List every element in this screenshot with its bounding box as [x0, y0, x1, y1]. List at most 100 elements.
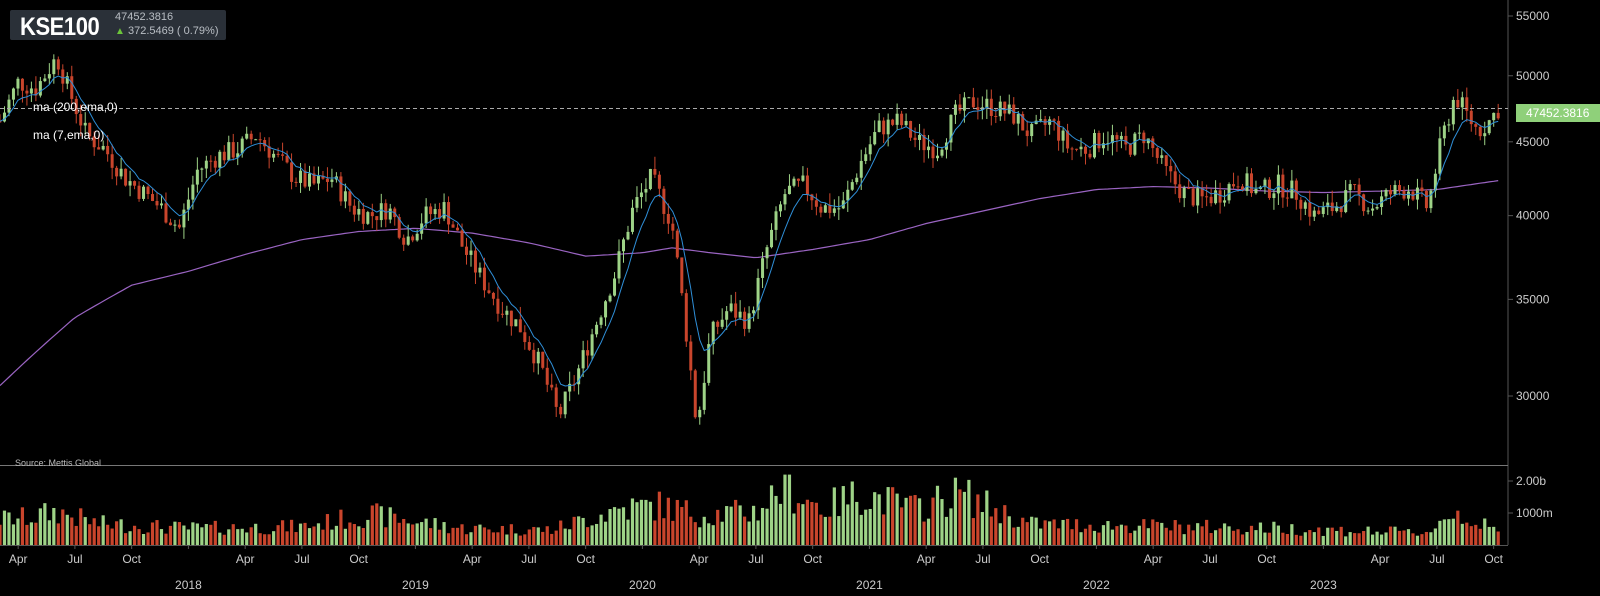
volume-bar — [554, 530, 558, 545]
volume-bar — [437, 529, 442, 545]
volume-bar — [200, 527, 204, 545]
volume-bar — [464, 534, 469, 545]
candle-body — [348, 191, 352, 206]
volume-bar — [671, 520, 675, 545]
volume-bar — [388, 507, 392, 545]
candle-body — [1057, 120, 1061, 141]
volume-bar — [231, 524, 235, 545]
candle-body — [20, 78, 24, 91]
candle-body — [1137, 132, 1141, 134]
volume-bar — [778, 503, 783, 545]
volume-bar — [289, 519, 294, 545]
candle-body — [1097, 132, 1101, 149]
volume-bar — [720, 521, 724, 545]
volume-bar — [657, 491, 661, 545]
volume-bar — [814, 502, 818, 545]
volume-bar — [0, 524, 2, 545]
volume-bar — [747, 521, 751, 545]
volume-bar — [837, 516, 841, 545]
volume-bar — [1285, 534, 1289, 545]
month-tick-label: Oct — [122, 552, 141, 566]
volume-bar — [621, 507, 626, 545]
volume-bar — [1353, 533, 1357, 545]
volume-bar — [1245, 531, 1249, 545]
candle-body — [186, 199, 190, 210]
year-tick-label: 2018 — [175, 578, 202, 592]
volume-bar — [1101, 525, 1106, 545]
candle-body — [796, 178, 800, 181]
volume-bar — [47, 520, 51, 545]
volume-bar — [1375, 531, 1379, 545]
volume-bar — [514, 533, 518, 545]
volume-bar — [594, 523, 599, 545]
candle-body — [155, 201, 159, 206]
candle-body — [1299, 199, 1303, 209]
volume-bar — [496, 532, 500, 545]
candle-body — [1223, 200, 1227, 203]
volume-bar — [689, 516, 693, 545]
volume-bar — [568, 529, 572, 545]
candle-body — [662, 188, 666, 214]
candle-body — [828, 205, 832, 213]
volume-bar — [823, 516, 827, 545]
candle-body — [110, 154, 114, 168]
volume-bar — [1326, 527, 1330, 545]
candle-body — [581, 350, 585, 369]
candle-body — [491, 292, 495, 299]
month-tick-label: Oct — [576, 552, 595, 566]
volume-bar — [491, 532, 496, 545]
candle-body — [420, 223, 424, 234]
candle-body — [1030, 124, 1034, 137]
candle-body — [25, 90, 29, 94]
candle-body — [994, 116, 998, 118]
volume-bar — [1057, 528, 1061, 545]
candle-body — [680, 257, 684, 294]
volume-bar — [1007, 516, 1011, 545]
candle-body — [29, 88, 33, 94]
volume-bar — [913, 495, 917, 545]
volume-bar — [1191, 530, 1195, 545]
candle-body — [1308, 202, 1312, 217]
candle-body — [743, 311, 747, 329]
volume-bar — [841, 486, 845, 545]
legend-ma-7: ma (7,ema,0) — [33, 128, 105, 142]
candle-body — [927, 146, 931, 151]
candle-body — [34, 88, 38, 96]
volume-bar — [155, 520, 159, 545]
candle-body — [509, 310, 513, 327]
month-tick-label: Apr — [9, 552, 28, 566]
volume-bar — [1263, 532, 1267, 545]
candle-body — [657, 174, 661, 189]
candle-body — [352, 205, 356, 215]
volume-bar — [980, 512, 984, 545]
candle-body — [487, 290, 491, 293]
volume-bar — [693, 522, 697, 545]
candle-body — [536, 351, 540, 364]
candle-body — [514, 319, 518, 327]
volume-bar — [1294, 534, 1298, 545]
volume-bar — [626, 519, 630, 545]
volume-bar — [1379, 534, 1384, 545]
volume-bar — [868, 508, 872, 545]
volume-bar — [743, 516, 747, 545]
candle-body — [711, 321, 715, 345]
volume-bar — [375, 503, 379, 545]
candle-body — [761, 258, 765, 278]
candle-body — [1079, 146, 1083, 150]
volume-bar — [882, 514, 886, 545]
year-tick-label: 2022 — [1083, 578, 1110, 592]
volume-bar — [1366, 526, 1370, 545]
candle-body — [7, 99, 11, 113]
candle-body — [106, 145, 110, 155]
candle-body — [1384, 189, 1388, 197]
candle-body — [424, 206, 428, 224]
volume-bar — [787, 474, 792, 545]
candle-body — [962, 97, 966, 111]
candle-body — [518, 319, 522, 333]
candle-body — [0, 121, 2, 123]
candle-body — [1092, 132, 1096, 158]
candle-body — [770, 229, 774, 248]
candle-body — [1496, 112, 1500, 119]
candle-body — [249, 133, 253, 140]
